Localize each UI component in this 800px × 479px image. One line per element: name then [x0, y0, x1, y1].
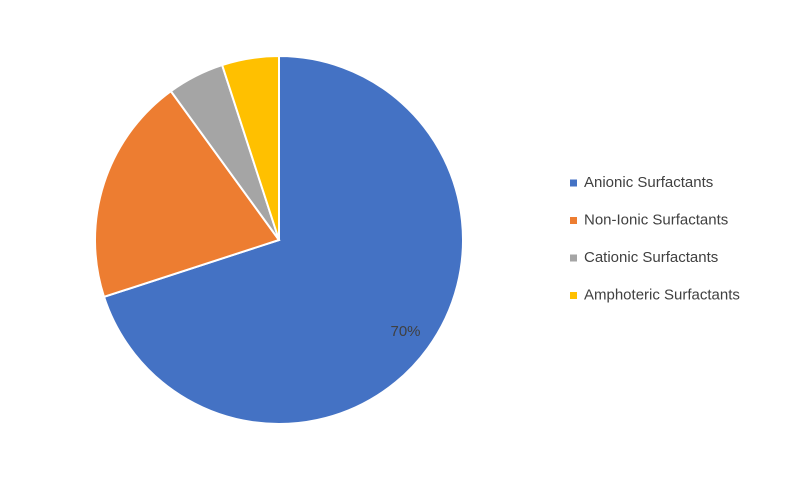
legend-marker — [570, 217, 577, 224]
legend-marker — [570, 292, 577, 299]
legend-label: Cationic Surfactants — [584, 249, 718, 266]
legend-label: Non-Ionic Surfactants — [584, 211, 728, 228]
legend-label: Amphoteric Surfactants — [584, 286, 740, 303]
pie-slice — [220, 54, 280, 241]
legend-marker — [570, 179, 577, 187]
legend-marker — [570, 254, 577, 262]
pie-slice — [94, 89, 281, 299]
data-label: 70% — [391, 323, 421, 340]
legend-label: Anionic Surfactants — [584, 174, 713, 191]
pie-slice — [102, 54, 464, 425]
